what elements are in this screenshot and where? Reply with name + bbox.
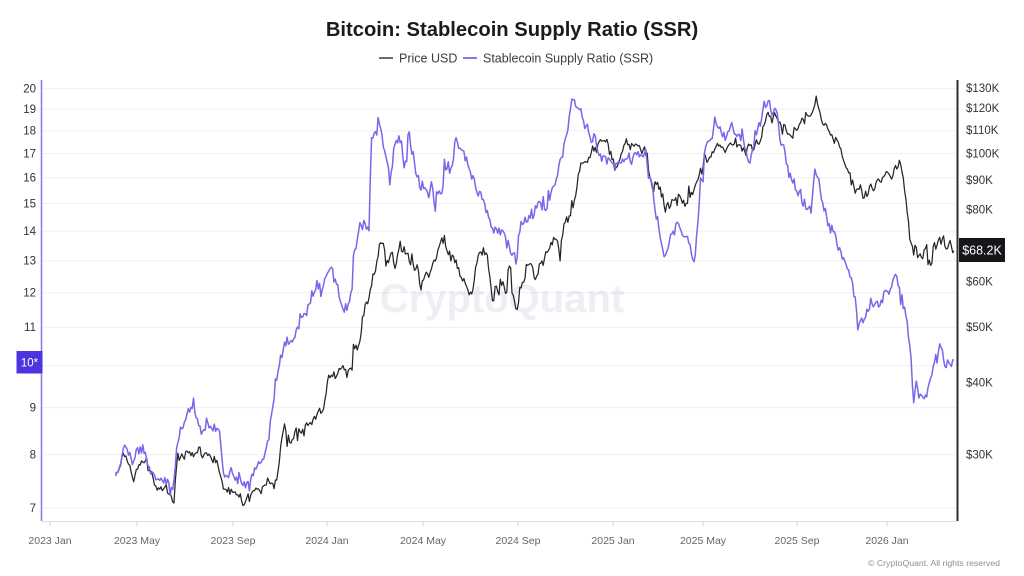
svg-text:15: 15	[23, 198, 36, 210]
svg-text:© CryptoQuant. All rights rese: © CryptoQuant. All rights reserved	[868, 558, 1000, 568]
svg-text:10*: 10*	[21, 358, 39, 370]
svg-text:$90K: $90K	[966, 175, 993, 187]
svg-text:20: 20	[23, 83, 36, 95]
svg-text:2026 Jan: 2026 Jan	[865, 535, 908, 547]
svg-text:14: 14	[23, 226, 36, 238]
svg-text:2025 May: 2025 May	[680, 535, 727, 547]
svg-text:16: 16	[23, 173, 36, 185]
svg-text:2025 Sep: 2025 Sep	[775, 535, 820, 547]
svg-text:Price USD: Price USD	[399, 52, 457, 66]
svg-text:2024 May: 2024 May	[400, 535, 447, 547]
svg-text:8: 8	[30, 449, 36, 461]
svg-text:19: 19	[23, 104, 36, 116]
svg-text:$30K: $30K	[966, 450, 993, 462]
svg-text:$100K: $100K	[966, 149, 1000, 161]
svg-text:$40K: $40K	[966, 378, 993, 390]
svg-text:$130K: $130K	[966, 83, 1000, 95]
svg-text:17: 17	[23, 148, 36, 160]
svg-text:Stablecoin Supply Ratio (SSR): Stablecoin Supply Ratio (SSR)	[483, 52, 653, 66]
svg-text:13: 13	[23, 256, 36, 268]
svg-text:Bitcoin: Stablecoin Supply Rat: Bitcoin: Stablecoin Supply Ratio (SSR)	[326, 19, 698, 41]
svg-text:$68.2K: $68.2K	[962, 244, 1002, 258]
svg-text:2023 Sep: 2023 Sep	[211, 535, 256, 547]
svg-text:$50K: $50K	[966, 322, 993, 334]
svg-text:2024 Sep: 2024 Sep	[496, 535, 541, 547]
svg-text:$60K: $60K	[966, 276, 993, 288]
svg-text:7: 7	[30, 503, 36, 515]
svg-text:2024 Jan: 2024 Jan	[305, 535, 348, 547]
svg-text:12: 12	[23, 288, 36, 300]
svg-text:2025 Jan: 2025 Jan	[591, 535, 634, 547]
svg-text:9: 9	[30, 402, 36, 414]
svg-text:18: 18	[23, 126, 36, 138]
svg-text:$120K: $120K	[966, 103, 1000, 115]
svg-text:$80K: $80K	[966, 204, 993, 216]
svg-text:2023 May: 2023 May	[114, 535, 161, 547]
svg-text:2023 Jan: 2023 Jan	[28, 535, 71, 547]
svg-text:$110K: $110K	[966, 125, 999, 137]
svg-text:11: 11	[24, 322, 36, 334]
